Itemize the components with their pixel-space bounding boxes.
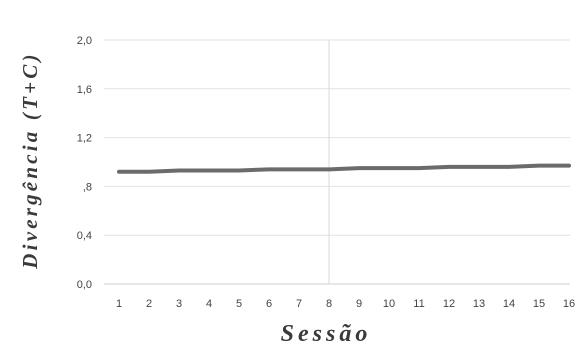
x-axis-tick-labels: 1 2 3 4 5 6 7 8 9 10 11 12 13 14 15 16 <box>116 298 575 310</box>
x-tick-label: 13 <box>473 298 485 310</box>
x-tick-label: 14 <box>503 298 515 310</box>
x-tick-label: 12 <box>443 298 455 310</box>
y-axis-tick-labels: 2,0 1,6 1,2 ,8 0,4 0,0 <box>77 35 92 291</box>
x-tick-label: 2 <box>146 298 152 310</box>
x-tick-label: 16 <box>563 298 575 310</box>
x-tick-label: 1 <box>116 298 122 310</box>
x-tick-label: 11 <box>413 298 424 310</box>
y-tick-label: ,8 <box>83 181 92 193</box>
x-tick-label: 6 <box>266 298 272 310</box>
y-tick-label: 0,4 <box>77 230 92 242</box>
divergence-series-line <box>117 163 571 174</box>
x-tick-label: 10 <box>383 298 395 310</box>
x-tick-label: 7 <box>296 298 302 310</box>
y-tick-label: 0,0 <box>77 279 92 291</box>
y-axis-title: Divergência (T+C) <box>18 51 42 269</box>
y-tick-label: 1,6 <box>77 84 92 96</box>
x-tick-label: 3 <box>176 298 182 310</box>
x-tick-label: 9 <box>356 298 362 310</box>
x-axis-title: Sessão <box>281 321 372 347</box>
x-tick-label: 8 <box>326 298 332 310</box>
gridlines <box>104 39 570 285</box>
y-tick-label: 1,2 <box>77 133 92 145</box>
y-tick-label: 2,0 <box>77 35 92 47</box>
x-tick-label: 5 <box>236 298 242 310</box>
x-tick-label: 4 <box>206 298 212 310</box>
x-tick-label: 15 <box>533 298 545 310</box>
